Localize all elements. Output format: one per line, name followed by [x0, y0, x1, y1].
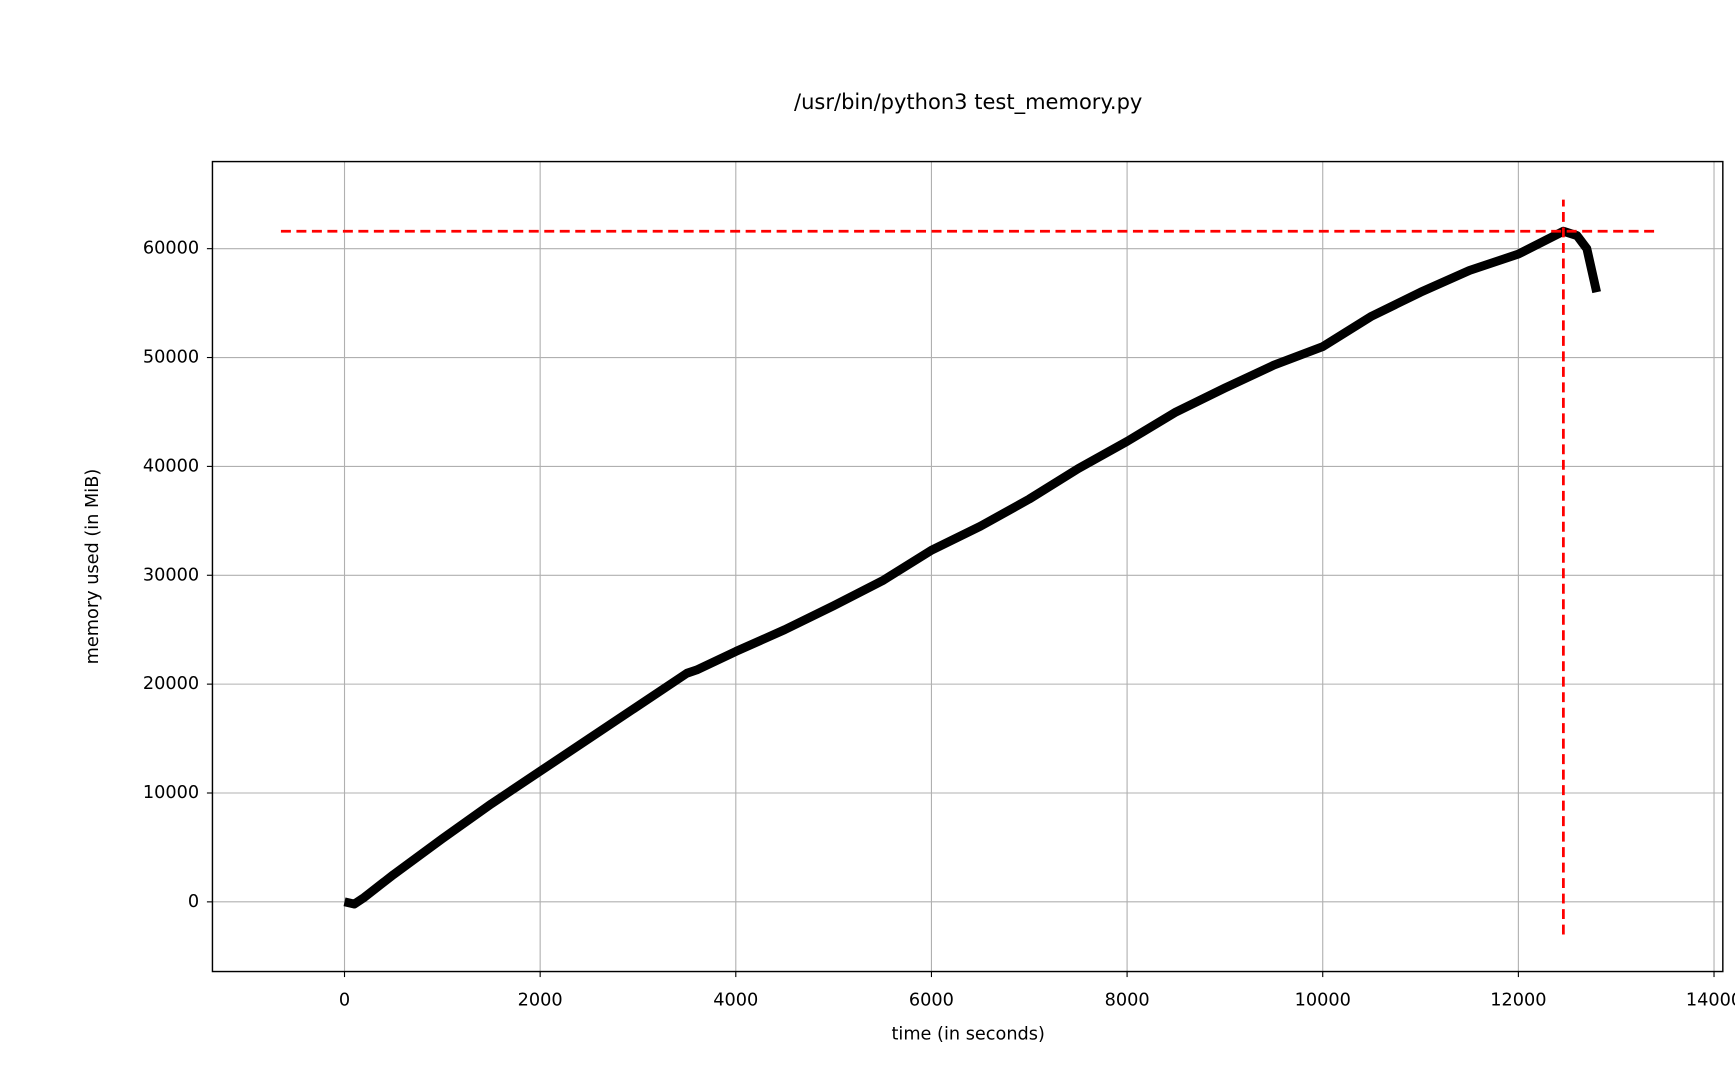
y-tick-label: 30000: [143, 565, 199, 585]
x-axis-label: time (in seconds): [891, 1025, 1044, 1045]
y-tick-label: 10000: [143, 783, 199, 803]
chart-title: /usr/bin/python3 test_memory.py: [794, 89, 1142, 114]
y-axis-label: memory used (in MiB): [83, 469, 103, 665]
x-tick-label: 2000: [518, 990, 563, 1010]
x-tick-label: 12000: [1490, 990, 1546, 1010]
x-tick-label: 6000: [909, 990, 954, 1010]
y-tick-label: 20000: [143, 674, 199, 694]
y-tick-label: 50000: [143, 348, 199, 368]
y-tick-label: 60000: [143, 239, 199, 259]
x-tick-label: 4000: [713, 990, 758, 1010]
plot-frame: [211, 160, 1724, 973]
y-tick-label: 0: [188, 892, 199, 912]
memory-line: [343, 226, 1601, 909]
x-tick-label: 10000: [1295, 990, 1351, 1010]
x-tick-label: 8000: [1105, 990, 1150, 1010]
y-tick-label: 40000: [143, 456, 199, 476]
x-tick-label: 0: [339, 990, 350, 1010]
